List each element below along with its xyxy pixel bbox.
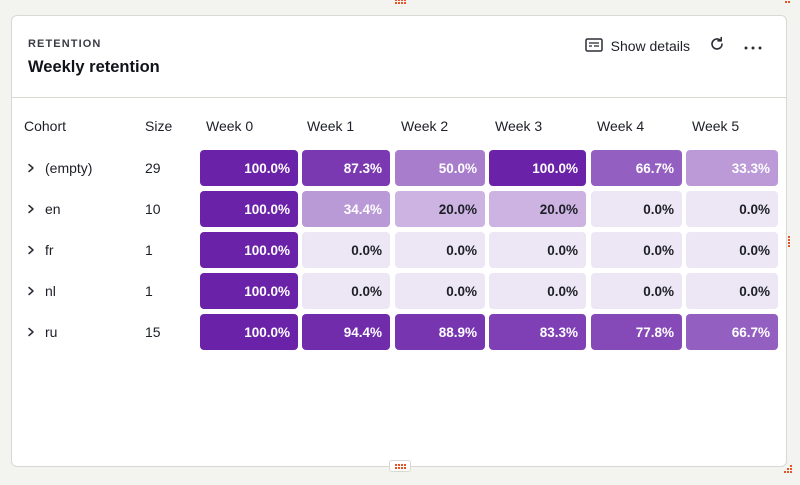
retention-cell: 33.3% <box>686 150 778 186</box>
retention-cell: 77.8% <box>591 314 682 350</box>
retention-cell: 0.0% <box>489 273 586 309</box>
resize-handle-bottom-right[interactable] <box>778 459 792 473</box>
retention-cell: 34.4% <box>302 191 390 227</box>
retention-cell: 0.0% <box>302 232 390 268</box>
retention-cell: 100.0% <box>200 314 298 350</box>
cohort-size: 1 <box>145 283 153 299</box>
retention-cell: 0.0% <box>395 273 485 309</box>
more-options-button[interactable] <box>738 34 768 58</box>
cohort-label: fr <box>45 242 54 258</box>
retention-cell: 100.0% <box>200 150 298 186</box>
expand-row-chevron-icon[interactable] <box>24 190 38 228</box>
cohort-size: 1 <box>145 242 153 258</box>
column-header-week: Week 1 <box>307 118 355 134</box>
card-title: Weekly retention <box>28 58 160 76</box>
retention-cell: 0.0% <box>489 232 586 268</box>
cohort-label: en <box>45 201 61 217</box>
table-row: (empty) 29 100.0% 87.3% 50.0% 100.0% 66.7% 33.3… <box>12 149 786 187</box>
column-header-size: Size <box>145 118 173 134</box>
details-card-icon <box>584 37 603 55</box>
more-horizontal-icon <box>744 37 762 55</box>
expand-row-chevron-icon[interactable] <box>24 149 38 187</box>
table-row: fr 1 100.0% 0.0% 0.0% 0.0% 0.0% 0.0% <box>12 231 786 269</box>
expand-row-chevron-icon[interactable] <box>24 231 38 269</box>
refresh-icon <box>709 36 725 57</box>
retention-cell: 0.0% <box>686 232 778 268</box>
retention-cell: 100.0% <box>489 150 586 186</box>
retention-cell: 100.0% <box>200 273 298 309</box>
cohort-label: ru <box>45 324 58 340</box>
retention-cell: 66.7% <box>686 314 778 350</box>
retention-cell: 50.0% <box>395 150 485 186</box>
column-header-week: Week 2 <box>401 118 449 134</box>
card-header: RETENTION Weekly retention Show details <box>12 16 786 98</box>
cohort-size: 29 <box>145 160 161 176</box>
refresh-button[interactable] <box>702 34 732 58</box>
cohort-label: (empty) <box>45 160 93 176</box>
column-header-week: Week 5 <box>692 118 740 134</box>
retention-cell: 88.9% <box>395 314 485 350</box>
resize-handle-top[interactable] <box>391 0 409 4</box>
cohort-size: 15 <box>145 324 161 340</box>
retention-cell: 87.3% <box>302 150 390 186</box>
card-actions: Show details <box>579 34 768 58</box>
table-row: nl 1 100.0% 0.0% 0.0% 0.0% 0.0% 0.0% <box>12 272 786 310</box>
retention-cell: 100.0% <box>200 232 298 268</box>
column-header-week: Week 4 <box>597 118 645 134</box>
retention-cell: 20.0% <box>395 191 485 227</box>
retention-cell: 20.0% <box>489 191 586 227</box>
resize-handle-top-right[interactable] <box>781 0 795 4</box>
retention-cell: 0.0% <box>591 273 682 309</box>
retention-cell: 0.0% <box>686 273 778 309</box>
table-row: en 10 100.0% 34.4% 20.0% 20.0% 0.0% 0.0% <box>12 190 786 228</box>
retention-cell: 94.4% <box>302 314 390 350</box>
resize-handle-bottom[interactable] <box>389 460 411 472</box>
retention-card: RETENTION Weekly retention Show details <box>11 15 787 467</box>
cohort-label: nl <box>45 283 56 299</box>
card-eyebrow: RETENTION <box>28 38 102 50</box>
table-row: ru 15 100.0% 94.4% 88.9% 83.3% 77.8% 66.7% <box>12 313 786 351</box>
cohort-size: 10 <box>145 201 161 217</box>
retention-cell: 0.0% <box>395 232 485 268</box>
expand-row-chevron-icon[interactable] <box>24 272 38 310</box>
show-details-button[interactable]: Show details <box>579 34 696 58</box>
retention-cell: 0.0% <box>591 191 682 227</box>
expand-row-chevron-icon[interactable] <box>24 313 38 351</box>
retention-cell: 83.3% <box>489 314 586 350</box>
column-header-week: Week 3 <box>495 118 543 134</box>
column-header-week: Week 0 <box>206 118 254 134</box>
column-header-cohort: Cohort <box>24 118 67 134</box>
retention-cell: 0.0% <box>591 232 682 268</box>
retention-cell: 0.0% <box>302 273 390 309</box>
retention-cell: 66.7% <box>591 150 682 186</box>
show-details-label: Show details <box>610 38 690 54</box>
retention-cell: 0.0% <box>686 191 778 227</box>
retention-cell: 100.0% <box>200 191 298 227</box>
